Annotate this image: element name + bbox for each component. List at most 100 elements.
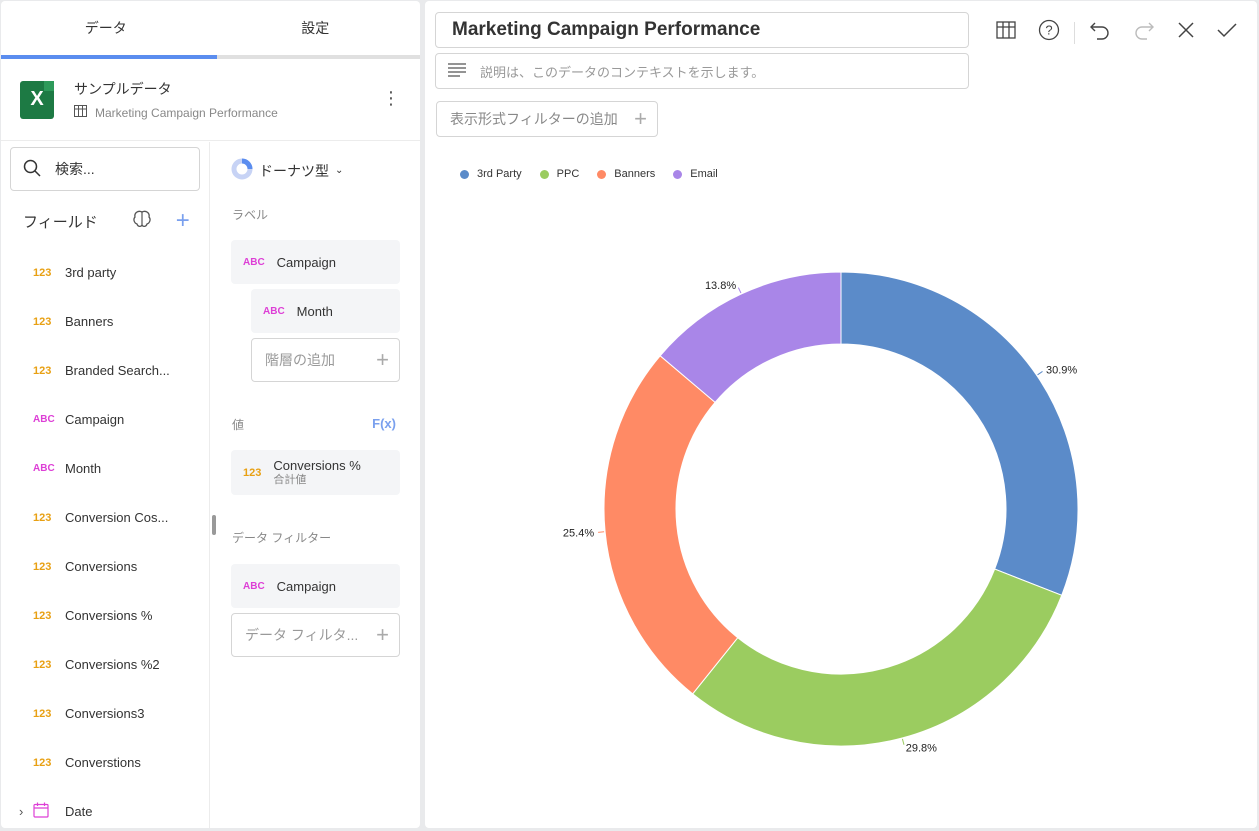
source-title: サンプルデータ (74, 81, 172, 97)
text-type-badge: ABC (243, 256, 265, 268)
legend-label: Email (690, 168, 718, 180)
field-name: Conversions %2 (65, 657, 160, 672)
menu-lines-icon (448, 62, 466, 80)
field-item[interactable]: ABC Month (1, 444, 210, 493)
add-field-icon[interactable]: + (175, 207, 190, 234)
table-view-icon[interactable] (996, 21, 1016, 44)
description-field[interactable]: 説明は、このデータのコンテキストを示します。 (435, 53, 969, 89)
donut-slice[interactable] (691, 568, 1063, 747)
label-sub-field-pill[interactable]: ABC Month (251, 289, 400, 333)
label-leader-line (737, 287, 742, 294)
chart-legend: 3rd Party PPC Banners Email (460, 168, 718, 180)
fields-column: 検索... フィールド + 123 3rd party 123 Banners 123 B… (1, 142, 210, 828)
plus-icon: + (634, 106, 647, 131)
number-type-badge: 123 (33, 707, 52, 720)
brain-icon[interactable] (132, 210, 152, 232)
formula-button[interactable]: F(x) (372, 416, 396, 431)
field-name: Conversions (65, 559, 138, 574)
value-field-pill[interactable]: 123 Conversions % 合計値 (231, 450, 400, 495)
legend-item[interactable]: PPC (539, 168, 580, 180)
undo-icon[interactable] (1089, 20, 1111, 45)
pill-label: Campaign (276, 578, 336, 594)
excel-icon: X (20, 80, 54, 119)
field-item[interactable]: 123 Branded Search... (1, 346, 210, 395)
pill-label: Campaign (276, 254, 336, 270)
calendar-icon (33, 802, 65, 821)
donut-slice[interactable] (659, 271, 842, 404)
field-list: 123 3rd party 123 Banners 123 Branded Search.… (1, 248, 210, 828)
field-name: Conversion Cos... (65, 510, 169, 525)
legend-item[interactable]: Email (673, 168, 718, 180)
donut-chart-icon (231, 158, 253, 183)
field-name: 3rd party (65, 265, 117, 280)
pill-label: Month (296, 303, 333, 319)
field-item[interactable]: 123 Conversion Cos... (1, 493, 210, 542)
help-icon[interactable]: ? (1038, 19, 1060, 46)
label-field-pill[interactable]: ABC Campaign (231, 240, 400, 284)
add-hierarchy-label: 階層の追加 (265, 352, 335, 368)
plus-icon: + (376, 347, 389, 372)
chart-type-label: ドーナツ型 (259, 162, 329, 179)
tab-data[interactable]: データ (1, 1, 211, 55)
text-type-badge: ABC (243, 580, 265, 592)
field-item[interactable]: 123 Banners (1, 297, 210, 346)
field-item[interactable]: 123 Conversions3 (1, 689, 210, 738)
number-type-badge: 123 (33, 560, 52, 573)
legend-item[interactable]: 3rd Party (460, 168, 522, 180)
donut-slice[interactable] (603, 355, 739, 695)
redo-icon[interactable] (1133, 20, 1155, 45)
data-source-header: X サンプルデータ Marketing Campaign Performance… (1, 59, 420, 141)
donut-chart: 30.9% 29.8% 25.4% 13.8% (563, 271, 1079, 755)
field-item[interactable]: 123 Converstions (1, 738, 210, 787)
search-input[interactable]: 検索... (10, 147, 200, 191)
field-item[interactable]: 123 Conversions %2 (1, 640, 210, 689)
visualization-editor: Marketing Campaign Performance 説明は、このデータ… (425, 1, 1257, 828)
plus-icon: + (376, 622, 389, 647)
number-type-badge: 123 (33, 511, 52, 524)
field-item[interactable]: ABC Campaign (1, 395, 210, 444)
field-name: Conversions3 (65, 706, 145, 721)
chevron-right-icon[interactable]: › (19, 804, 24, 819)
chart-type-selector[interactable]: ドーナツ型 ⌄ (231, 158, 343, 183)
field-item-date[interactable]: › Date (1, 787, 210, 828)
aggregation-label: 合計値 (273, 473, 307, 486)
resize-handle[interactable] (212, 515, 216, 535)
number-type-badge: 123 (33, 364, 52, 377)
field-item[interactable]: 123 Conversions % (1, 591, 210, 640)
add-hierarchy-button[interactable]: 階層の追加 + (251, 338, 400, 382)
more-options-icon[interactable]: ⋮ (382, 88, 400, 108)
legend-swatch (539, 169, 549, 179)
table-icon (74, 105, 87, 120)
field-name: Date (65, 804, 93, 819)
config-column: ドーナツ型 ⌄ ラベル ABC Campaign ABC Month 階層の追加… (211, 142, 420, 828)
number-type-badge: 123 (243, 466, 262, 479)
title-field[interactable]: Marketing Campaign Performance (435, 12, 969, 48)
data-panel: データ 設定 X サンプルデータ Marketing Campaign Perf… (1, 1, 420, 828)
number-type-badge: 123 (33, 315, 52, 328)
legend-item[interactable]: Banners (597, 168, 655, 180)
value-section-title: 値 (232, 418, 245, 432)
svg-text:?: ? (1045, 23, 1052, 38)
add-filter-button[interactable]: データ フィルタ... + (231, 613, 400, 657)
toolbar-divider (1074, 21, 1075, 44)
tab-settings[interactable]: 設定 (301, 20, 330, 36)
field-item[interactable]: 123 3rd party (1, 248, 210, 297)
panel-tabs: データ 設定 (1, 1, 420, 59)
source-subtitle: Marketing Campaign Performance (95, 105, 278, 120)
search-placeholder: 検索... (55, 161, 95, 177)
data-label: 25.4% (563, 528, 594, 540)
legend-swatch (460, 169, 469, 179)
donut-slice[interactable] (840, 271, 1079, 596)
legend-label: 3rd Party (477, 168, 522, 180)
legend-label: PPC (556, 168, 580, 180)
field-name: Banners (65, 314, 114, 329)
description-placeholder: 説明は、このデータのコンテキストを示します。 (480, 64, 765, 80)
confirm-check-icon[interactable] (1217, 22, 1237, 43)
filter-field-pill[interactable]: ABC Campaign (231, 564, 400, 608)
label-leader-line (1037, 371, 1043, 376)
field-item[interactable]: 123 Conversions (1, 542, 210, 591)
field-name: Campaign (65, 412, 125, 427)
close-icon[interactable] (1177, 21, 1195, 44)
filter-section-title: データ フィルター (232, 531, 332, 545)
add-visual-filter-button[interactable]: 表示形式フィルターの追加 + (436, 101, 658, 137)
